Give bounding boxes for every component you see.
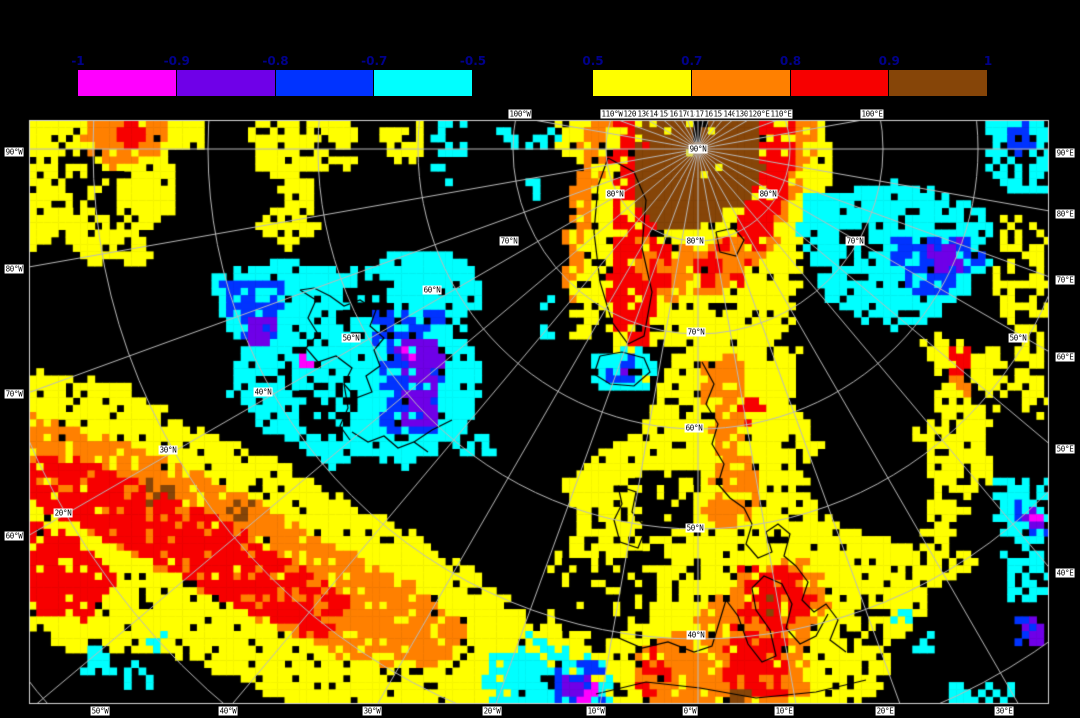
graticule-edge-label: 120°E xyxy=(747,109,771,119)
graticule-edge-label: 50°E xyxy=(1055,444,1075,454)
colorbar-segment xyxy=(889,70,987,96)
graticule-edge-label: 10°E xyxy=(774,706,794,716)
graticule-edge-label: 10°W xyxy=(586,706,606,716)
graticule-latitude-label: 80°N xyxy=(605,189,625,199)
colorbar-segment xyxy=(176,70,275,96)
graticule-latitude-label: 40°N xyxy=(686,630,706,640)
graticule-edge-label: 70°W xyxy=(4,389,24,399)
graticule-edge-label: 120°W xyxy=(622,109,646,119)
graticule-edge-label: 90°W xyxy=(4,147,24,157)
colorbar-tick-label: 1 xyxy=(983,54,993,68)
graticule-edge-label: 130°W xyxy=(636,109,660,119)
graticule-latitude-label: 30°N xyxy=(158,445,178,455)
graticule-edge-label: 30°W xyxy=(362,706,382,716)
positive-colorbar: 0.5 0.7 0.8 0.9 1 xyxy=(582,54,992,96)
graticule-edge-label: 110°W xyxy=(600,109,624,119)
graticule-edge-label: 0°W xyxy=(682,706,698,716)
colorbar-segment xyxy=(275,70,374,96)
colorbar-tick-label: -0.9 xyxy=(163,54,190,68)
colorbar-segment xyxy=(691,70,790,96)
graticule-edge-label: 100°E xyxy=(860,109,884,119)
colorbar-tick-label: -0.8 xyxy=(262,54,289,68)
graticule-edge-label: 20°W xyxy=(482,706,502,716)
colorbar-tick-label: 0.5 xyxy=(582,54,604,68)
graticule-latitude-label: 20°N xyxy=(53,508,73,518)
colorbar-tick-label: 0.7 xyxy=(681,54,703,68)
graticule-latitude-label: 70°N xyxy=(845,236,865,246)
graticule-latitude-label: 50°N xyxy=(341,333,361,343)
graticule-edge-label: 50°W xyxy=(90,706,110,716)
colorbar-segment xyxy=(790,70,889,96)
graticule-edge-label: 40°W xyxy=(218,706,238,716)
colorbar-tick-label: -1 xyxy=(71,54,85,68)
graticule-edge-label: 80°W xyxy=(4,264,24,274)
graticule-latitude-label: 80°N xyxy=(758,189,778,199)
colorbar-tick-label: 0.9 xyxy=(878,54,900,68)
graticule-latitude-label: 60°N xyxy=(684,423,704,433)
graticule-edge-label: 130°E xyxy=(734,109,758,119)
graticule-latitude-label: 50°N xyxy=(1008,333,1028,343)
graticule-edge-label: 80°E xyxy=(1055,209,1075,219)
graticule-latitude-label: 40°N xyxy=(253,387,273,397)
graticule-edge-label: 30°E xyxy=(994,706,1014,716)
graticule-edge-label: 60°E xyxy=(1055,352,1075,362)
colorbar-segment xyxy=(593,70,691,96)
graticule-latitude-label: 50°N xyxy=(685,523,705,533)
graticule-edge-label: 90°E xyxy=(1055,148,1075,158)
graticule-edge-label: 60°W xyxy=(4,531,24,541)
colorbar-tick-label: -0.5 xyxy=(459,54,487,68)
graticule-latitude-label: 80°N xyxy=(685,236,705,246)
graticule-edge-label: 70°E xyxy=(1055,275,1075,285)
graticule-edge-label: 140°E xyxy=(722,109,746,119)
graticule-edge-label: 20°E xyxy=(875,706,895,716)
graticule-edge-label: 40°E xyxy=(1055,568,1075,578)
graticule-latitude-label: 70°N xyxy=(499,236,519,246)
graticule-latitude-label: 60°N xyxy=(422,285,442,295)
colorbar-tick-label: 0.8 xyxy=(779,54,802,68)
colorbar-segment xyxy=(374,70,472,96)
graticule-latitude-label: 90°N xyxy=(688,144,708,154)
negative-colorbar: -1 -0.9 -0.8 -0.7 -0.5 xyxy=(71,54,486,96)
graticule-latitude-label: 70°N xyxy=(686,327,706,337)
graticule-edge-label: 100°W xyxy=(508,109,532,119)
colorbar-tick-label: -0.7 xyxy=(361,54,388,68)
colorbar-segment xyxy=(78,70,176,96)
graticule-edge-label: 110°E xyxy=(769,109,793,119)
